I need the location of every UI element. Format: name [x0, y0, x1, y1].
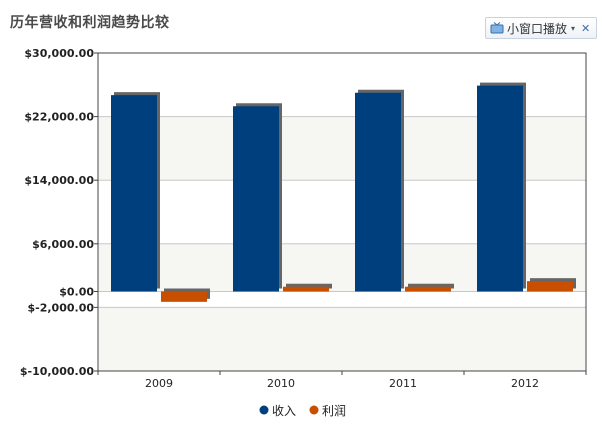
- x-tick-label: 2009: [145, 377, 173, 390]
- bar-利润-2010: [283, 286, 329, 292]
- legend-marker: [309, 405, 319, 415]
- bar-shadow: [408, 283, 454, 289]
- y-tick-label: $6,000.00: [32, 238, 94, 251]
- popout-play-button[interactable]: 小窗口播放 ▾ ✕: [485, 17, 597, 39]
- y-tick-label: $-10,000.00: [20, 365, 94, 378]
- popout-label: 小窗口播放: [507, 21, 568, 36]
- x-axis-ticks: 2009 2010 2011 2012: [97, 371, 587, 390]
- bars: [111, 82, 576, 302]
- x-tick-label: 2012: [511, 377, 539, 390]
- chevron-down-icon[interactable]: ▾: [571, 23, 576, 33]
- y-tick-label: $22,000.00: [24, 111, 94, 124]
- y-tick-label: $0.00: [59, 286, 94, 299]
- bar-利润-2009: [161, 291, 207, 302]
- bar-收入-2012: [477, 85, 523, 292]
- y-tick-label: $14,000.00: [24, 174, 94, 187]
- bar-利润-2012: [527, 281, 573, 292]
- legend: 收入 利润: [259, 404, 346, 418]
- tv-icon: [490, 22, 504, 34]
- x-tick-label: 2011: [389, 377, 417, 390]
- x-tick-label: 2010: [267, 377, 295, 390]
- y-tick-label: $30,000.00: [24, 47, 94, 60]
- legend-marker: [259, 405, 269, 415]
- bar-shadow: [286, 283, 332, 289]
- page-title: 历年营收和利润趋势比较: [10, 15, 170, 31]
- y-tick-label: $-2,000.00: [28, 301, 95, 314]
- bar-收入-2009: [111, 95, 157, 292]
- close-icon[interactable]: ✕: [581, 21, 591, 35]
- y-axis-ticks: $30,000.00 $22,000.00 $14,000.00 $6,000.00 $…: [20, 47, 98, 378]
- legend-label: 利润: [322, 404, 346, 418]
- grid-band: [99, 307, 585, 371]
- bar-收入-2011: [355, 92, 401, 292]
- bar-收入-2010: [233, 106, 279, 292]
- bar-利润-2011: [405, 286, 451, 292]
- legend-label: 收入: [272, 404, 296, 418]
